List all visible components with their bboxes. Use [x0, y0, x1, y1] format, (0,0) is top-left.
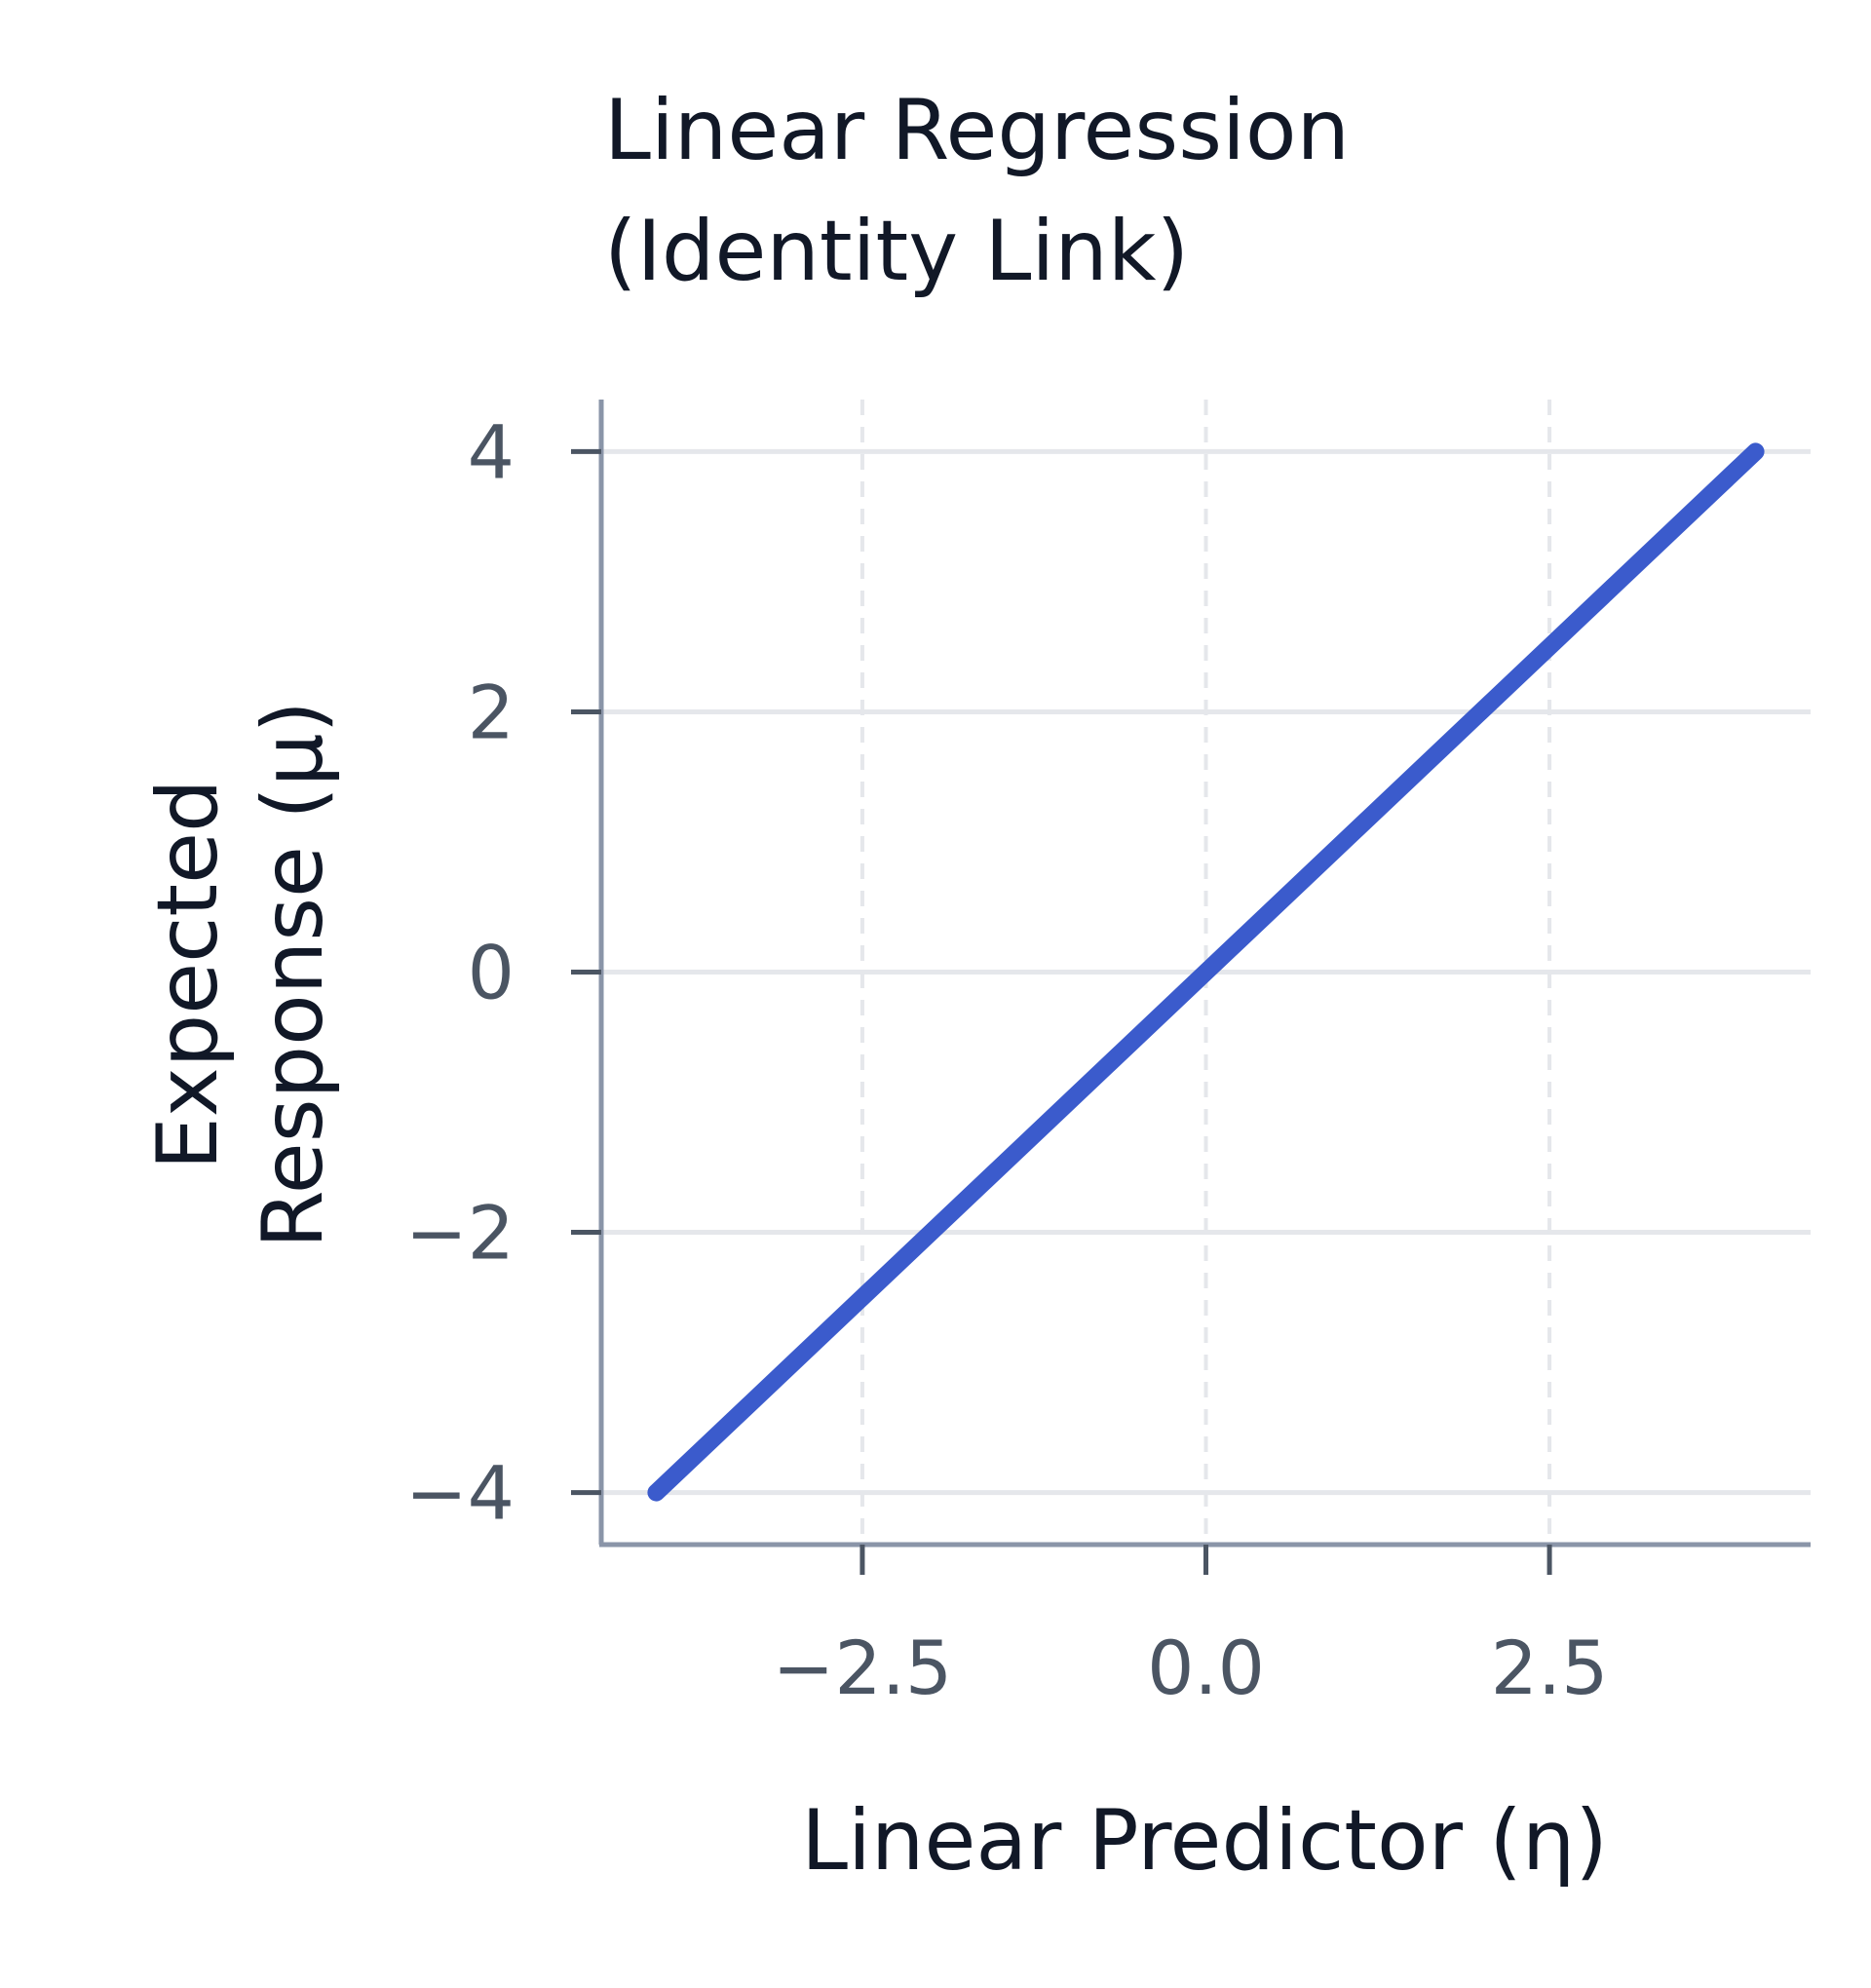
chart-title-line-2: (Identity Link): [604, 203, 1189, 300]
x-tick-label: −2.5: [773, 1625, 953, 1711]
y-axis-label-line-2: Response (μ): [245, 701, 342, 1248]
y-axis-label-line-1: Expected: [139, 779, 237, 1169]
ticks-layer: −4 −2 0 2 4 −2.5 0.0 2.5: [405, 408, 1609, 1711]
y-tick-label: −4: [405, 1450, 515, 1537]
y-tick-label: 0: [468, 930, 515, 1016]
y-tick-label: 2: [468, 669, 515, 755]
x-tick-label: 0.0: [1147, 1625, 1265, 1711]
series-layer: [647, 442, 1765, 1502]
y-tick-label: −2: [405, 1190, 515, 1277]
x-axis-label: Linear Predictor (η): [801, 1792, 1608, 1890]
chart-title-line-1: Linear Regression: [604, 82, 1350, 179]
x-tick-label: 2.5: [1491, 1625, 1609, 1711]
y-tick-label: 4: [468, 408, 515, 495]
series-line: [647, 442, 1765, 1502]
